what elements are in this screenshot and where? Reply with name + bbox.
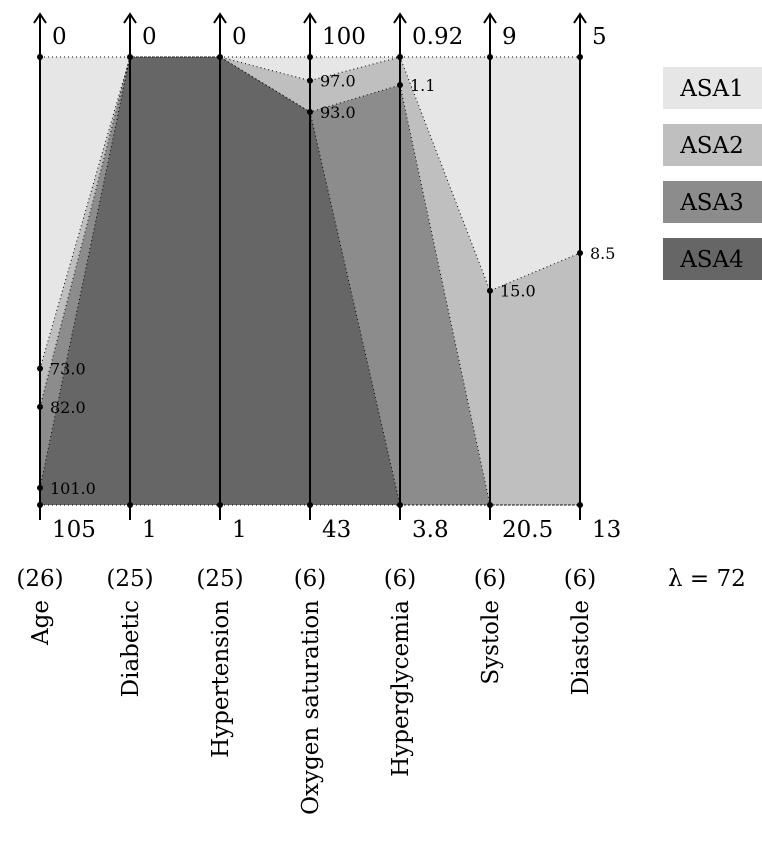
- legend-label: ASA2: [679, 133, 744, 159]
- axis-bottom-dot: [307, 502, 313, 508]
- axis-bottom-label: 1: [232, 517, 247, 543]
- axis-arrow-icon: [213, 12, 227, 24]
- axis-name: Hypertension: [208, 600, 234, 758]
- annotation-dot: [307, 109, 313, 116]
- annotation-label: 82.0: [50, 398, 86, 417]
- legend-swatch: [663, 181, 762, 223]
- axis-name: Oxygen saturation: [298, 600, 324, 815]
- annotation-label: 1.1: [410, 76, 435, 95]
- axis-top-label: 0.92: [412, 24, 463, 50]
- axis-top-dot: [577, 54, 583, 60]
- legend-swatch: [663, 67, 762, 109]
- axis-weight-label: (26): [16, 566, 63, 592]
- axis-bottom-label: 13: [592, 517, 621, 543]
- axis-name: Systole: [478, 600, 504, 685]
- legend-swatch: [663, 238, 762, 280]
- axis-top-dot: [37, 54, 43, 60]
- axis-top-dot: [307, 54, 313, 60]
- annotation-dot: [397, 82, 403, 88]
- axis-top-dot: [127, 54, 133, 60]
- axis-bottom-dot: [487, 502, 493, 508]
- axis-bottom-dot: [127, 502, 133, 508]
- axis-top-label: 0: [142, 24, 157, 50]
- axis-top-label: 5: [592, 24, 607, 50]
- axis-weight-label: (25): [106, 566, 153, 592]
- axis-arrow-icon: [33, 12, 47, 24]
- axis-bottom-label: 105: [52, 517, 96, 543]
- legend-label: ASA3: [679, 190, 744, 216]
- axis-weight-label: (6): [294, 566, 327, 592]
- band-asa2: [40, 57, 580, 505]
- axis-top-label: 100: [322, 24, 366, 50]
- axis-bottom-label: 3.8: [412, 517, 449, 543]
- axis-weight-label: (6): [384, 566, 417, 592]
- axis-bottom-label: 43: [322, 517, 351, 543]
- axis-arrow-icon: [303, 12, 317, 24]
- axis-top-dot: [397, 54, 403, 60]
- axis-arrow-icon: [573, 12, 587, 24]
- lambda-label: λ = 72: [668, 566, 746, 592]
- annotation-label: 93.0: [320, 103, 356, 122]
- axis-weight-label: (6): [564, 566, 597, 592]
- annotation-dot: [307, 77, 313, 84]
- axis-top-label: 0: [52, 24, 67, 50]
- annotation-label: 15.0: [500, 282, 536, 301]
- axis-top-dot: [487, 54, 493, 60]
- axis-bottom-label: 1: [142, 517, 157, 543]
- axis-labels: 0 105 (26) Age 0 1 (25) Diabetic 0 1 (25) Hypertens…: [16, 24, 621, 815]
- annotation-dot: [487, 287, 493, 294]
- legend: ASA1 ASA2 ASA3 ASA4: [663, 67, 762, 280]
- band-asa1: [40, 57, 580, 369]
- annotation-dot: [37, 484, 43, 491]
- legend-swatch: [663, 124, 762, 166]
- annotation-label: 97.0: [320, 72, 356, 91]
- axis-name: Diastole: [568, 600, 594, 695]
- axis-top-label: 9: [502, 24, 517, 50]
- axis-top-dot: [217, 54, 223, 60]
- axis-weight-label: (25): [196, 566, 243, 592]
- annotation-dot: [577, 250, 583, 256]
- annotation-dot: [37, 403, 43, 410]
- legend-label: ASA4: [679, 247, 744, 273]
- axis-name: Age: [28, 600, 54, 646]
- axis-bottom-dot: [397, 502, 403, 508]
- axis-bottom-dot: [217, 502, 223, 508]
- axes: [33, 12, 587, 520]
- axis-name: Hyperglycemia: [388, 600, 414, 777]
- annotation-dot: [37, 365, 43, 372]
- axis-top-label: 0: [232, 24, 247, 50]
- annotations: 73.0 82.0 101.0 97.0 93.0 1.1 15.0 8.5: [37, 72, 615, 498]
- axis-bottom-dot: [37, 502, 43, 508]
- axis-weight-label: (6): [474, 566, 507, 592]
- annotation-label: 101.0: [50, 479, 96, 498]
- axis-name: Diabetic: [118, 600, 144, 697]
- axis-bottom-dot: [577, 502, 583, 508]
- axis-bottom-label: 20.5: [502, 517, 553, 543]
- axis-arrow-icon: [393, 12, 407, 24]
- annotation-label: 73.0: [50, 359, 86, 378]
- axis-arrow-icon: [483, 12, 497, 24]
- annotation-label: 8.5: [590, 244, 615, 263]
- legend-label: ASA1: [679, 76, 744, 102]
- axis-arrow-icon: [123, 12, 137, 24]
